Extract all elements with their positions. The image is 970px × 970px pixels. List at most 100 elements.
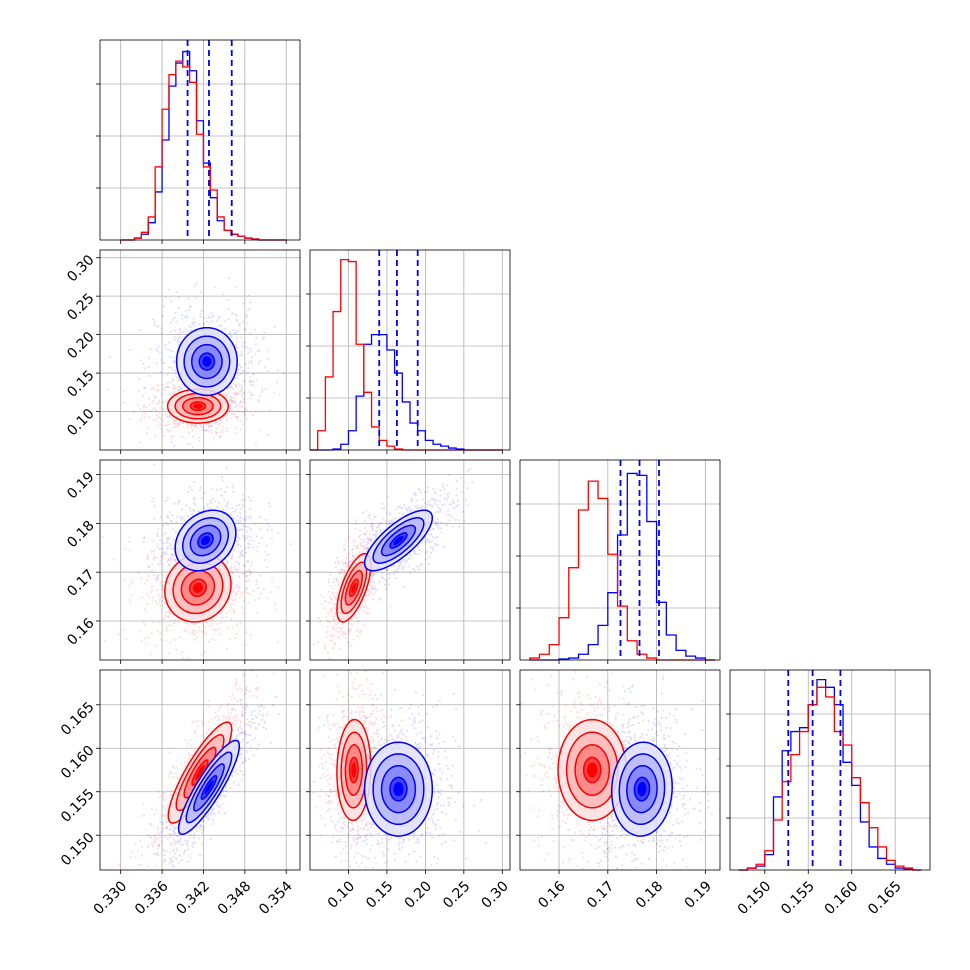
y-tick-label-1-2: 0.20 [64,329,97,362]
density-core-a [202,356,212,367]
density-core-b [587,762,598,778]
x-tick-label-3-1: 0.155 [778,878,818,918]
histogram-panel-1 [306,249,511,454]
contour-a-1 [380,764,417,814]
x-tick-label-1-4: 0.30 [479,878,512,911]
scatter-panel-3-1 [306,669,511,874]
density-core-b [351,762,357,778]
contour-b-2 [565,731,619,809]
density-core-a [393,536,404,545]
histogram-panel-3 [726,669,931,874]
contour-a-2 [372,753,425,826]
contour-a-0 [633,776,651,802]
contour-a-2 [183,335,231,388]
y-tick-label-1-1: 0.15 [64,367,97,400]
scatter-panel-3-2 [516,669,721,874]
x-tick-label-2-0: 0.16 [535,878,568,911]
contour-a-0 [389,776,408,802]
histogram-series-b-1 [310,258,503,451]
contour-a-2 [618,753,666,826]
contour-a-3 [363,509,434,572]
contour-a-2 [372,517,425,564]
scatter-panel-1-0 [96,249,301,454]
contour-b-3 [557,718,628,822]
y-tick-label-3-2: 0.160 [58,743,98,783]
contour-b-3 [336,552,372,623]
x-tick-label-3-2: 0.160 [822,878,862,918]
y-tick-label-2-2: 0.18 [64,518,97,551]
contour-a-3 [363,741,434,837]
x-tick-label-0-1: 0.336 [132,878,172,918]
histogram-series-a-1 [310,333,503,451]
density-core-a [204,780,214,795]
contour-b-2 [340,731,368,809]
contour-b-0 [189,401,207,412]
contour-b-0 [582,756,602,784]
contour-a-0 [197,532,214,549]
contour-a-3 [610,741,673,837]
histogram-series-b-2 [529,480,716,661]
contour-a-0 [198,352,216,371]
contour-a-2 [182,517,230,564]
x-tick-label-1-0: 0.10 [325,878,358,911]
y-tick-label-2-3: 0.19 [64,469,97,502]
y-tick-label-3-1: 0.155 [58,786,98,826]
density-core-b [193,403,203,409]
histogram-panel-2 [516,459,721,664]
scatter-panel-2-0 [96,459,301,664]
contour-a-1 [189,524,222,557]
contour-a-1 [380,524,417,557]
contour-b-1 [182,396,214,416]
contour-b-1 [180,569,216,606]
contour-b-1 [344,569,364,606]
x-tick-label-0-2: 0.342 [173,878,213,918]
contour-a-1 [626,764,658,814]
scatter-panel-3-0 [96,669,301,874]
y-tick-label-2-1: 0.17 [64,567,97,600]
x-tick-label-2-1: 0.17 [584,878,617,911]
density-core-a [393,782,404,797]
x-tick-label-0-4: 0.354 [256,878,296,918]
x-tick-label-3-0: 0.150 [735,878,775,918]
contour-b-1 [574,744,611,796]
x-tick-label-2-3: 0.19 [682,878,715,911]
contour-b-2 [340,561,368,615]
density-core-b [193,582,203,593]
y-tick-label-1-3: 0.25 [64,290,97,323]
x-tick-label-2-2: 0.18 [633,878,666,911]
y-tick-label-3-0: 0.150 [58,830,98,870]
y-tick-label-2-0: 0.16 [64,615,97,648]
scatter-panel-2-1 [306,459,511,664]
contour-a-2 [185,751,233,824]
contour-a-1 [193,763,225,812]
y-tick-label-1-0: 0.10 [64,406,97,439]
histogram-series-a-3 [738,678,922,871]
y-tick-label-3-3: 0.165 [58,699,98,739]
x-tick-label-0-3: 0.348 [215,878,255,918]
x-tick-label-1-3: 0.25 [440,878,473,911]
contour-a-3 [175,326,238,397]
x-tick-label-3-3: 0.165 [865,878,905,918]
density-core-b [195,765,205,781]
histogram-panel-0 [96,39,301,244]
contour-a-1 [190,343,223,380]
contour-b-1 [344,744,364,796]
contour-a-3 [177,739,241,836]
x-tick-label-1-2: 0.20 [402,878,435,911]
contour-a-0 [200,774,218,800]
contour-a-0 [389,532,408,549]
y-tick-label-1-4: 0.30 [64,252,97,285]
contour-b-0 [188,578,207,598]
contour-b-3 [336,718,372,822]
contour-b-0 [348,756,359,784]
contour-a-3 [174,509,237,572]
x-tick-label-1-1: 0.15 [363,878,396,911]
x-tick-label-0-0: 0.330 [91,878,131,918]
density-core-b [351,582,357,593]
density-core-a [201,536,211,545]
histogram-series-b-0 [120,60,287,241]
density-core-a [637,782,647,797]
contour-b-0 [348,578,359,598]
histogram-series-b-3 [738,686,922,871]
